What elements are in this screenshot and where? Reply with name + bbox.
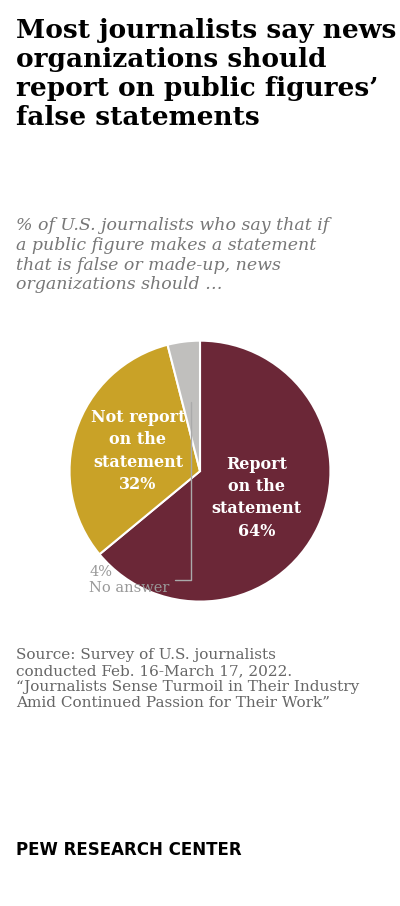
Text: Report
on the
statement
64%: Report on the statement 64% xyxy=(212,456,302,540)
Text: PEW RESEARCH CENTER: PEW RESEARCH CENTER xyxy=(16,841,242,859)
Text: Source: Survey of U.S. journalists
conducted Feb. 16-March 17, 2022.
“Journalist: Source: Survey of U.S. journalists condu… xyxy=(16,648,359,710)
Text: Most journalists say news
organizations should
report on public figures’
false s: Most journalists say news organizations … xyxy=(16,18,396,130)
Wedge shape xyxy=(70,345,200,554)
Text: % of U.S. journalists who say that if
a public figure makes a statement
that is : % of U.S. journalists who say that if a … xyxy=(16,217,329,294)
Wedge shape xyxy=(100,341,330,602)
Text: Not report
on the
statement
32%: Not report on the statement 32% xyxy=(91,410,185,493)
Text: 4%
No answer: 4% No answer xyxy=(89,402,191,595)
Wedge shape xyxy=(168,341,200,471)
